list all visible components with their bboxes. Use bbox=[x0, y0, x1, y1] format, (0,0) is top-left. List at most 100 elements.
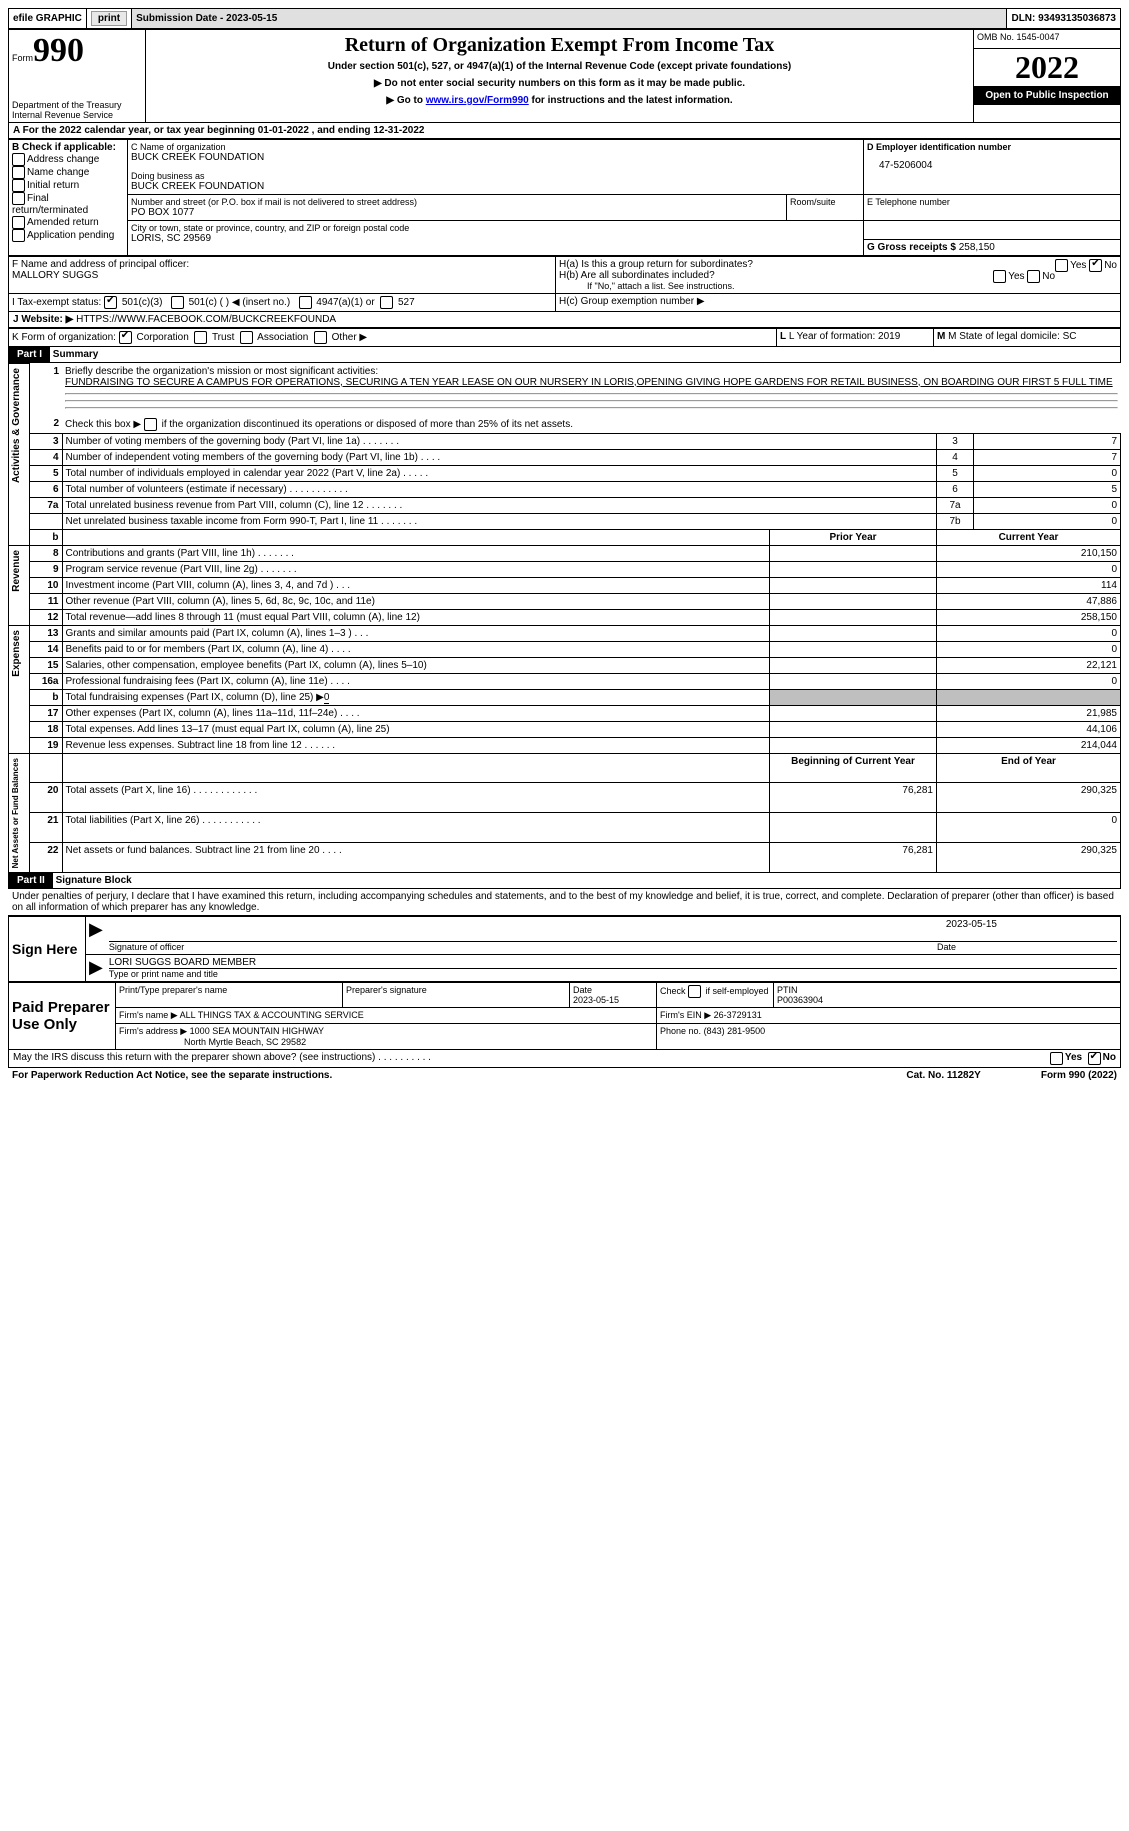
row-7b-text: Net unrelated business taxable income fr… bbox=[62, 513, 937, 529]
row-9: Program service revenue (Part VIII, line… bbox=[62, 561, 770, 577]
q2-text: Check this box ▶ if the organization dis… bbox=[65, 419, 573, 430]
chk-initial-return[interactable]: Initial return bbox=[12, 179, 124, 192]
sign-date-val: 2023-05-15 bbox=[946, 919, 997, 941]
chk-address-change[interactable]: Address change bbox=[12, 153, 124, 166]
chk-corp[interactable] bbox=[119, 331, 132, 344]
chk-527[interactable] bbox=[380, 296, 393, 309]
calendar-year-line: A For the 2022 calendar year, or tax yea… bbox=[8, 123, 1121, 139]
entity-block: B Check if applicable: Address change Na… bbox=[8, 139, 1121, 256]
chk-final-return[interactable]: Final return/terminated bbox=[12, 192, 124, 216]
chk-assoc[interactable] bbox=[240, 331, 253, 344]
city-value: LORIS, SC 29569 bbox=[131, 233, 860, 244]
officer-label: F Name and address of principal officer: bbox=[12, 259, 189, 270]
chk-amended[interactable]: Amended return bbox=[12, 216, 124, 229]
vlabel-expenses: Expenses bbox=[9, 626, 24, 681]
dba-value: BUCK CREEK FOUNDATION bbox=[131, 181, 860, 192]
form-header: Form990 Department of the Treasury Inter… bbox=[8, 29, 1121, 123]
gross-receipts-label: G Gross receipts $ bbox=[867, 242, 956, 253]
row-4-val: 7 bbox=[974, 449, 1121, 465]
row-6-val: 5 bbox=[974, 481, 1121, 497]
end-year-hdr: End of Year bbox=[937, 753, 1121, 783]
discuss-no[interactable] bbox=[1088, 1052, 1101, 1065]
row-16b: Total fundraising expenses (Part IX, col… bbox=[62, 689, 770, 705]
form-org-label: K Form of organization: bbox=[12, 332, 116, 343]
row-6-text: Total number of volunteers (estimate if … bbox=[62, 481, 937, 497]
form-subtitle: Under section 501(c), 527, or 4947(a)(1)… bbox=[149, 61, 970, 72]
form-title: Return of Organization Exempt From Incom… bbox=[149, 34, 970, 57]
website-value: HTTPS://WWW.FACEBOOK.COM/BUCKCREEKFOUNDA bbox=[73, 314, 336, 325]
ein-label: D Employer identification number bbox=[867, 142, 1117, 152]
vlabel-netassets: Net Assets or Fund Balances bbox=[9, 754, 22, 872]
discuss-question: May the IRS discuss this return with the… bbox=[13, 1052, 1050, 1065]
chk-other[interactable] bbox=[314, 331, 327, 344]
ha-yes[interactable] bbox=[1055, 259, 1068, 272]
year-formation: L Year of formation: 2019 bbox=[789, 331, 900, 342]
irs-link[interactable]: www.irs.gov/Form990 bbox=[426, 95, 529, 106]
row-13: Grants and similar amounts paid (Part IX… bbox=[62, 625, 770, 641]
tax-year: 2022 bbox=[974, 49, 1120, 86]
top-bar: efile GRAPHIC print Submission Date - 20… bbox=[8, 8, 1121, 29]
open-to-public: Open to Public Inspection bbox=[974, 86, 1120, 105]
h-c-row: H(c) Group exemption number ▶ bbox=[556, 294, 1121, 312]
prep-date-label: Date bbox=[573, 985, 592, 995]
chk-application-pending[interactable]: Application pending bbox=[12, 229, 124, 242]
note-ssn: ▶ Do not enter social security numbers o… bbox=[149, 78, 970, 89]
chk-name-change[interactable]: Name change bbox=[12, 166, 124, 179]
summary-table: Activities & Governance 1 Briefly descri… bbox=[8, 363, 1121, 873]
dept-treasury: Department of the Treasury bbox=[12, 100, 142, 110]
prep-date-val: 2023-05-15 bbox=[573, 995, 619, 1005]
preparer-name-label: Print/Type preparer's name bbox=[116, 982, 343, 1007]
firm-addr2: North Myrtle Beach, SC 29582 bbox=[184, 1037, 306, 1047]
begin-year-hdr: Beginning of Current Year bbox=[770, 753, 937, 783]
row-19: Revenue less expenses. Subtract line 18 … bbox=[62, 737, 770, 753]
h-b-row: H(b) Are all subordinates included? Yes … bbox=[559, 270, 1117, 281]
chk-501c[interactable] bbox=[171, 296, 184, 309]
type-name-label: Type or print name and title bbox=[109, 969, 1117, 979]
form-word: Form bbox=[12, 53, 33, 63]
row-7a-val: 0 bbox=[974, 497, 1121, 513]
row-4-text: Number of independent voting members of … bbox=[62, 449, 937, 465]
chk-discontinued[interactable] bbox=[144, 418, 157, 431]
self-employed-cell: Check if self-employed bbox=[657, 982, 774, 1007]
part2-header: Part II Signature Block bbox=[8, 873, 1121, 889]
sig-officer-label: Signature of officer bbox=[109, 942, 937, 952]
omb-number: OMB No. 1545-0047 bbox=[974, 30, 1121, 49]
row-11: Other revenue (Part VIII, column (A), li… bbox=[62, 593, 770, 609]
website-row: J Website: ▶ HTTPS://WWW.FACEBOOK.COM/BU… bbox=[8, 312, 1121, 328]
row-12: Total revenue—add lines 8 through 11 (mu… bbox=[62, 609, 770, 625]
firm-addr-label: Firm's address ▶ bbox=[119, 1026, 187, 1036]
chk-trust[interactable] bbox=[194, 331, 207, 344]
paperwork-notice: For Paperwork Reduction Act Notice, see … bbox=[12, 1070, 906, 1081]
street-label: Number and street (or P.O. box if mail i… bbox=[131, 197, 783, 207]
row-7b-val: 0 bbox=[974, 513, 1121, 529]
print-button[interactable]: print bbox=[91, 11, 127, 26]
form-footer: Form 990 (2022) bbox=[1041, 1070, 1117, 1081]
firm-phone: (843) 281-9500 bbox=[704, 1026, 766, 1036]
dln-label: DLN: 93493135036873 bbox=[1007, 9, 1120, 28]
ha-no[interactable] bbox=[1089, 259, 1102, 272]
ein-value: 47-5206004 bbox=[867, 160, 1117, 171]
phone-label: E Telephone number bbox=[864, 195, 1121, 221]
box-b-label: B Check if applicable: bbox=[12, 142, 124, 153]
chk-4947[interactable] bbox=[299, 296, 312, 309]
ptin-label: PTIN bbox=[777, 985, 798, 995]
hb-no[interactable] bbox=[1027, 270, 1040, 283]
discuss-row: May the IRS discuss this return with the… bbox=[8, 1050, 1121, 1068]
officer-typed-name: LORI SUGGS BOARD MEMBER bbox=[109, 957, 1117, 969]
date-label: Date bbox=[937, 942, 1117, 952]
sign-here-label: Sign Here bbox=[9, 916, 86, 981]
discuss-yes[interactable] bbox=[1050, 1052, 1063, 1065]
row-10: Investment income (Part VIII, column (A)… bbox=[62, 577, 770, 593]
firm-addr1: 1000 SEA MOUNTAIN HIGHWAY bbox=[190, 1026, 324, 1036]
note-goto: ▶ Go to www.irs.gov/Form990 for instruct… bbox=[149, 95, 970, 106]
chk-501c3[interactable] bbox=[104, 296, 117, 309]
footer-row: For Paperwork Reduction Act Notice, see … bbox=[8, 1068, 1121, 1083]
chk-self-employed[interactable] bbox=[688, 985, 701, 998]
row-5-val: 0 bbox=[974, 465, 1121, 481]
hb-yes[interactable] bbox=[993, 270, 1006, 283]
row-20: Total assets (Part X, line 16) . . . . .… bbox=[62, 783, 770, 813]
efile-label: efile GRAPHIC bbox=[9, 9, 87, 28]
vlabel-revenue: Revenue bbox=[9, 546, 24, 596]
firm-phone-label: Phone no. bbox=[660, 1026, 701, 1036]
row-5-text: Total number of individuals employed in … bbox=[62, 465, 937, 481]
